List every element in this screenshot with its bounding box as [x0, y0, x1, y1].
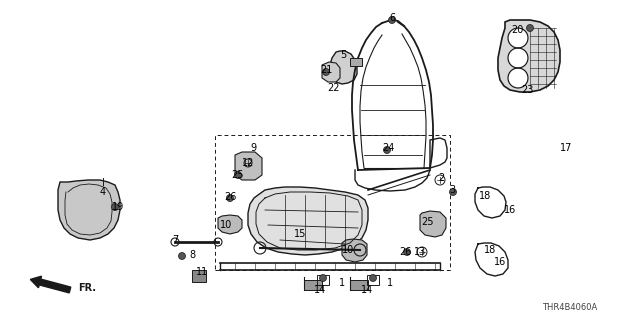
- Bar: [304, 280, 322, 290]
- FancyArrow shape: [30, 276, 71, 293]
- Text: 25: 25: [422, 217, 435, 227]
- Text: THR4B4060A: THR4B4060A: [542, 303, 598, 313]
- Circle shape: [323, 68, 330, 76]
- Circle shape: [111, 204, 118, 211]
- Text: 17: 17: [560, 143, 572, 153]
- Text: 24: 24: [382, 143, 394, 153]
- Polygon shape: [322, 62, 340, 82]
- Text: 5: 5: [340, 50, 346, 60]
- Text: 1: 1: [387, 278, 393, 288]
- Circle shape: [449, 188, 456, 196]
- Polygon shape: [248, 187, 368, 255]
- Text: 19: 19: [112, 202, 124, 212]
- Text: 9: 9: [250, 143, 256, 153]
- Circle shape: [508, 28, 528, 48]
- Text: 11: 11: [196, 267, 208, 277]
- Polygon shape: [498, 20, 560, 92]
- Text: 14: 14: [314, 285, 326, 295]
- Text: FR.: FR.: [78, 283, 96, 293]
- Text: 16: 16: [504, 205, 516, 215]
- Circle shape: [179, 252, 186, 260]
- Text: 1: 1: [339, 278, 345, 288]
- Circle shape: [369, 275, 376, 282]
- Text: 25: 25: [231, 170, 243, 180]
- Text: 26: 26: [224, 192, 236, 202]
- Bar: [350, 280, 368, 290]
- Circle shape: [527, 25, 534, 31]
- Text: 10: 10: [342, 245, 354, 255]
- Text: 23: 23: [521, 85, 533, 95]
- Bar: [192, 270, 206, 282]
- Polygon shape: [330, 51, 357, 84]
- Polygon shape: [342, 239, 367, 262]
- Circle shape: [227, 195, 234, 202]
- Circle shape: [383, 147, 390, 154]
- Polygon shape: [235, 152, 262, 180]
- Text: 18: 18: [479, 191, 491, 201]
- Text: 4: 4: [100, 187, 106, 197]
- Bar: [367, 275, 379, 285]
- Text: 22: 22: [328, 83, 340, 93]
- Circle shape: [508, 68, 528, 88]
- Polygon shape: [218, 215, 242, 234]
- Text: 15: 15: [294, 229, 306, 239]
- Circle shape: [319, 275, 326, 282]
- Bar: [350, 58, 362, 66]
- Text: 14: 14: [361, 285, 373, 295]
- Polygon shape: [58, 180, 120, 240]
- Text: 2: 2: [438, 173, 444, 183]
- Bar: [317, 275, 329, 285]
- Text: 7: 7: [172, 235, 178, 245]
- Circle shape: [508, 48, 528, 68]
- Polygon shape: [420, 211, 446, 237]
- Bar: [215, 135, 450, 270]
- Circle shape: [403, 249, 410, 255]
- Text: 6: 6: [389, 13, 395, 23]
- Circle shape: [234, 172, 241, 179]
- Text: 10: 10: [220, 220, 232, 230]
- Text: 16: 16: [494, 257, 506, 267]
- Text: 8: 8: [189, 250, 195, 260]
- Text: 26: 26: [399, 247, 411, 257]
- Text: 20: 20: [511, 25, 523, 35]
- Text: 3: 3: [449, 185, 455, 195]
- Text: 13: 13: [414, 247, 426, 257]
- Circle shape: [388, 17, 396, 23]
- Text: 12: 12: [242, 158, 254, 168]
- Text: 21: 21: [320, 65, 332, 75]
- Text: 18: 18: [484, 245, 496, 255]
